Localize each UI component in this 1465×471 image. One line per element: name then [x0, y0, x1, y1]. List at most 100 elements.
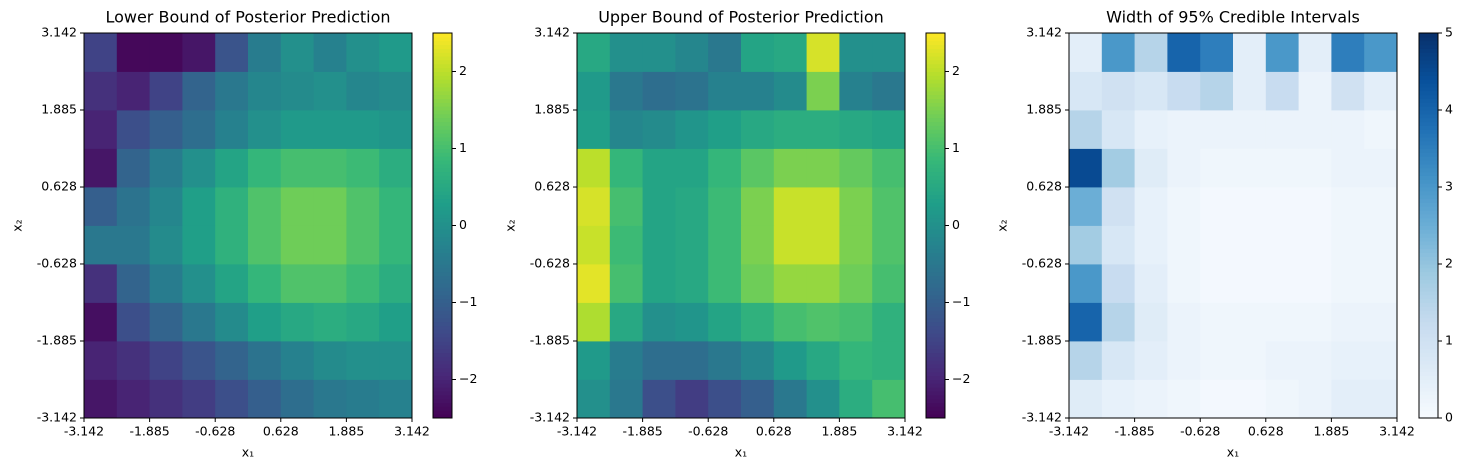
heatmap-cell — [741, 110, 775, 149]
heatmap-cell — [1167, 379, 1201, 419]
colorbar-step — [926, 194, 945, 200]
colorbar-step — [1419, 233, 1438, 238]
colorbar-step — [926, 163, 945, 169]
colorbar-step — [433, 71, 452, 76]
colorbar-step — [926, 133, 945, 138]
heatmap-cell — [1200, 187, 1234, 226]
colorbar-step — [1419, 364, 1438, 369]
colorbar-step — [926, 317, 945, 323]
heatmap-cell — [84, 187, 118, 226]
heatmap-cell — [116, 225, 150, 265]
colorbar-step — [926, 67, 945, 72]
heatmap-cell — [1200, 71, 1234, 111]
heatmap-cell — [1233, 148, 1267, 188]
colorbar-step — [433, 298, 452, 303]
heatmap-cell — [84, 341, 118, 380]
colorbar-step — [433, 202, 452, 207]
colorbar-step — [1419, 398, 1438, 404]
colorbar-step — [1419, 329, 1438, 334]
heatmap-cell — [1331, 379, 1365, 419]
heatmap-cell — [1331, 71, 1365, 111]
heatmap-cell — [1298, 225, 1332, 265]
heatmap-cell — [346, 187, 380, 226]
heatmap-cell — [346, 33, 380, 72]
colorbar-step — [1419, 317, 1438, 323]
heatmap-cell — [1233, 302, 1267, 342]
heatmap-cell — [1233, 341, 1267, 380]
chart-title: Lower Bound of Posterior Prediction — [105, 8, 390, 27]
heatmap-cell — [182, 379, 216, 419]
colorbar-step — [433, 387, 452, 392]
heatmap-cell — [839, 110, 873, 149]
heatmap-cell — [248, 264, 282, 303]
colorbar-tick-label: 2 — [1445, 256, 1453, 271]
heatmap-cell — [1298, 379, 1332, 419]
heatmap-cell — [215, 264, 249, 303]
colorbar-step — [926, 387, 945, 392]
heatmap-cell — [1298, 33, 1332, 72]
colorbar-step — [1419, 294, 1438, 300]
colorbar-step — [433, 252, 452, 257]
heatmap-cell — [806, 225, 840, 265]
heatmap-cell — [839, 302, 873, 342]
heatmap-cell — [313, 110, 347, 149]
heatmap-cell — [741, 379, 775, 419]
heatmap-cell — [806, 341, 840, 380]
heatmap-cell — [149, 302, 183, 342]
heatmap-cell — [1167, 187, 1201, 226]
colorbar-step — [433, 279, 452, 284]
colorbar-step — [926, 167, 945, 173]
colorbar-step — [433, 44, 452, 49]
heatmap-cell — [577, 110, 611, 149]
colorbar-step — [926, 59, 945, 65]
colorbar-step — [433, 271, 452, 277]
heatmap-cell — [642, 148, 676, 188]
x-tick-label: -1.885 — [1114, 424, 1154, 439]
heatmap-cell — [773, 379, 807, 419]
heatmap-cell — [116, 302, 150, 342]
heatmap-cell — [248, 341, 282, 380]
heatmap-cell — [313, 33, 347, 72]
heatmap-cell — [1101, 110, 1135, 149]
colorbar-step — [926, 144, 945, 149]
colorbar-step — [1419, 171, 1438, 176]
colorbar-step — [433, 67, 452, 72]
colorbar-step — [433, 148, 452, 153]
colorbar-tick-label: −2 — [459, 371, 477, 386]
heatmap-cell — [313, 71, 347, 111]
heatmap-cell — [675, 225, 709, 265]
colorbar-tick-label: 2 — [952, 63, 960, 78]
colorbar-step — [926, 217, 945, 223]
colorbar-step — [433, 125, 452, 130]
heatmap-cell — [806, 264, 840, 303]
heatmap-cell — [741, 341, 775, 380]
colorbar-step — [926, 90, 945, 96]
colorbar-step — [433, 113, 452, 119]
colorbar-step — [433, 198, 452, 203]
heatmap-cell — [1265, 264, 1299, 303]
colorbar-step — [433, 360, 452, 365]
colorbar-step — [926, 279, 945, 284]
y-tick-label: -3.142 — [37, 410, 77, 425]
heatmap-cell — [773, 148, 807, 188]
colorbar-step — [1419, 160, 1438, 165]
colorbar-step — [926, 375, 945, 380]
colorbar-step — [433, 129, 452, 134]
heatmap-cell — [1069, 225, 1103, 265]
colorbar-step — [433, 229, 452, 234]
colorbar-step — [1419, 302, 1438, 307]
colorbar-tick-label: 5 — [1445, 25, 1453, 40]
x-tick-label: -0.628 — [688, 424, 728, 439]
heatmap-cell — [806, 379, 840, 419]
heatmap-cell — [741, 264, 775, 303]
colorbar-step — [926, 71, 945, 76]
heatmap-cell — [1298, 71, 1332, 111]
y-tick-label: 0.628 — [534, 179, 570, 194]
y-tick-label: -0.628 — [1022, 255, 1062, 270]
colorbar-tick-label: 0 — [952, 217, 960, 232]
x-axis-label: x₁ — [242, 445, 254, 460]
colorbar-step — [1419, 36, 1438, 42]
colorbar-step — [926, 33, 945, 38]
colorbar-step — [433, 302, 452, 307]
